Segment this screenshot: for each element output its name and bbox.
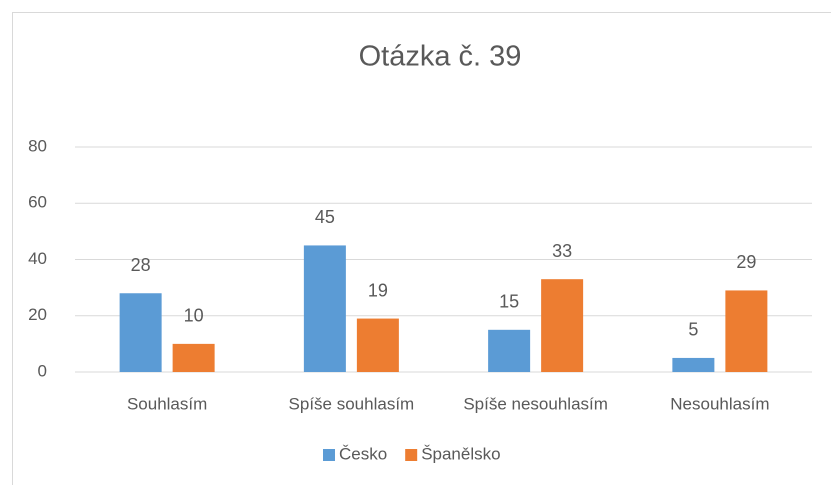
bar: [672, 357, 715, 372]
legend-label: Česko: [339, 444, 387, 463]
bar: [356, 318, 399, 372]
data-label: 29: [736, 252, 756, 272]
data-label: 28: [131, 255, 151, 275]
x-tick-label: Spíše nesouhlasím: [463, 394, 608, 413]
y-tick-label: 60: [28, 193, 47, 212]
x-tick-label: Souhlasím: [127, 394, 207, 413]
data-label: 10: [184, 306, 204, 326]
y-tick-label: 80: [28, 136, 47, 155]
data-label: 5: [688, 320, 698, 340]
bar: [303, 245, 346, 372]
chart-title: Otázka č. 39: [359, 41, 522, 73]
data-label: 45: [315, 207, 335, 227]
data-label: 19: [368, 280, 388, 300]
data-label: 33: [552, 241, 572, 261]
y-tick-label: 40: [28, 249, 47, 268]
x-tick-label: Spíše souhlasím: [289, 394, 415, 413]
legend-swatch: [323, 449, 335, 461]
chart-border: [12, 12, 831, 485]
bar: [725, 290, 768, 372]
bar: [541, 279, 584, 372]
legend-swatch: [405, 449, 418, 461]
bar: [172, 343, 215, 372]
x-tick-label: Nesouhlasím: [670, 394, 769, 413]
y-tick-label: 20: [28, 305, 47, 324]
data-label: 15: [499, 292, 519, 312]
y-tick-label: 0: [38, 361, 47, 380]
bar: [119, 293, 162, 372]
bar: [488, 329, 531, 372]
legend-label: Španělsko: [421, 444, 500, 463]
